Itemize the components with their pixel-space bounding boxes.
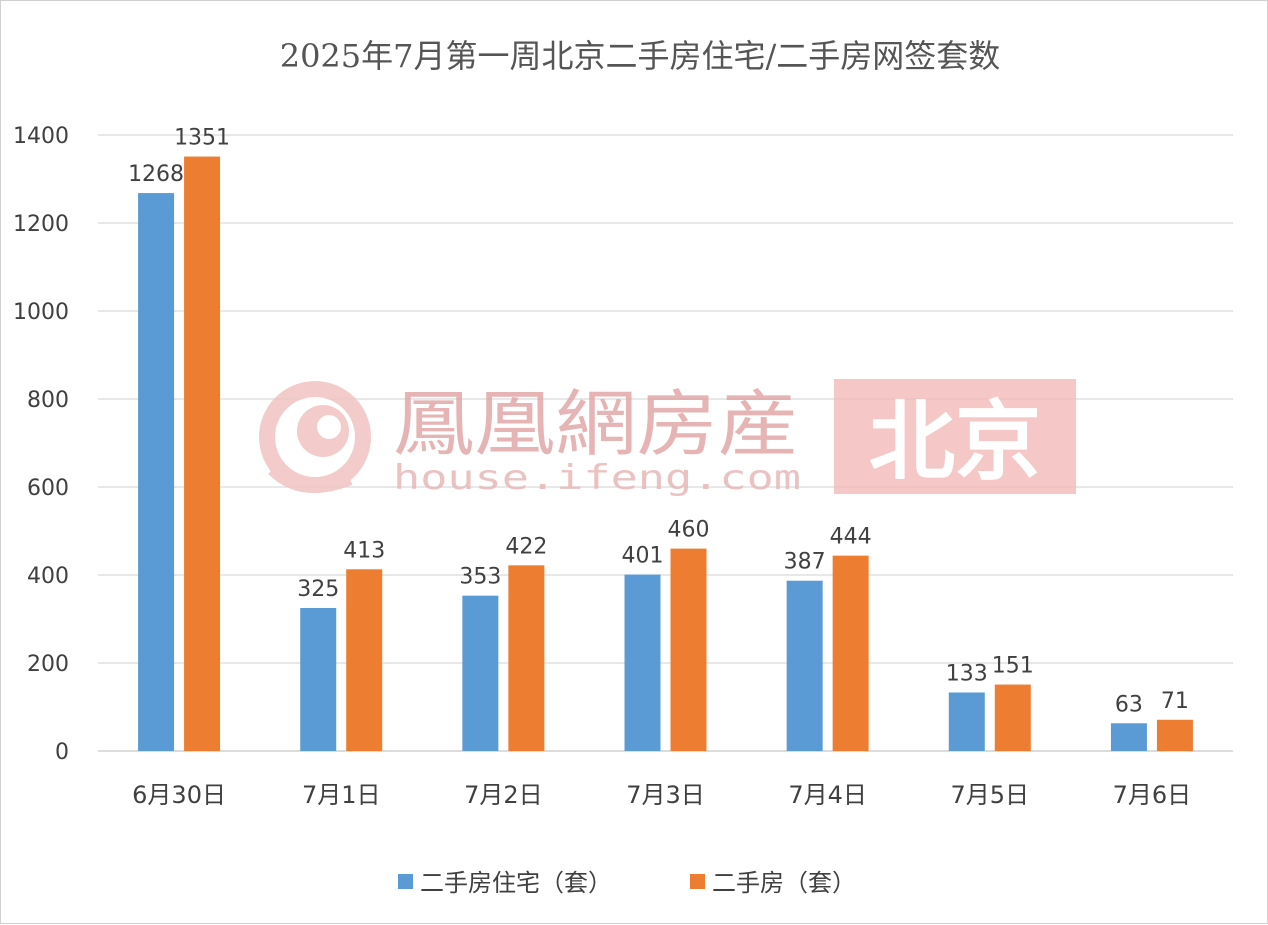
data-label: 133 bbox=[946, 661, 988, 686]
bar-residential bbox=[300, 608, 337, 751]
bar-residential bbox=[1110, 723, 1147, 751]
y-tick-label: 400 bbox=[27, 564, 69, 589]
legend-swatch bbox=[690, 874, 705, 889]
bar-total bbox=[1156, 719, 1193, 751]
watermark-logo-icon bbox=[259, 381, 371, 493]
data-label: 63 bbox=[1115, 692, 1143, 717]
y-tick-label: 1400 bbox=[13, 124, 69, 149]
watermark-city-badge bbox=[834, 379, 1076, 494]
x-category-label: 7月3日 bbox=[626, 781, 705, 809]
data-label: 444 bbox=[830, 525, 872, 550]
watermark: 鳳凰網房産 house.ifeng.com 北京 bbox=[259, 379, 1076, 498]
chart-title: 2025年7月第一周北京二手房住宅/二手房网签套数 bbox=[280, 37, 1001, 75]
x-category-label: 7月4日 bbox=[788, 781, 867, 809]
x-category-label: 7月2日 bbox=[464, 781, 543, 809]
data-label: 422 bbox=[505, 534, 547, 559]
y-tick-label: 600 bbox=[27, 476, 69, 501]
x-category-label: 6月30日 bbox=[132, 781, 226, 809]
bar-total bbox=[670, 548, 707, 751]
legend-swatch bbox=[398, 874, 413, 889]
x-axis-categories: 6月30日 7月1日 7月2日 7月3日 7月4日 7月5日 7月6日 bbox=[132, 781, 1191, 809]
bar-total bbox=[832, 555, 869, 751]
bar-residential bbox=[624, 574, 661, 751]
bar-residential bbox=[138, 193, 175, 751]
watermark-logo-text: 鳳凰網房産 bbox=[393, 382, 799, 466]
watermark-url: house.ifeng.com bbox=[393, 458, 801, 498]
bar-total bbox=[508, 565, 545, 751]
data-label: 413 bbox=[343, 538, 385, 563]
data-label: 353 bbox=[459, 565, 501, 590]
y-axis-ticks: 0 200 400 600 800 1000 1200 1400 bbox=[13, 124, 69, 765]
bar-total bbox=[994, 684, 1031, 751]
legend-label: 二手房住宅（套） bbox=[420, 869, 612, 897]
bars bbox=[138, 156, 1193, 751]
x-category-label: 7月1日 bbox=[302, 781, 381, 809]
y-tick-label: 0 bbox=[55, 740, 69, 765]
bar-residential bbox=[948, 692, 985, 751]
y-tick-label: 1200 bbox=[13, 212, 69, 237]
x-category-label: 7月6日 bbox=[1113, 781, 1192, 809]
x-category-label: 7月5日 bbox=[951, 781, 1030, 809]
data-label: 1268 bbox=[128, 162, 184, 187]
y-tick-label: 1000 bbox=[13, 300, 69, 325]
data-label: 151 bbox=[992, 654, 1034, 679]
data-label: 401 bbox=[622, 544, 664, 569]
bar-residential bbox=[786, 580, 823, 751]
legend-label: 二手房（套） bbox=[712, 869, 856, 897]
watermark-city: 北京 bbox=[869, 392, 1041, 492]
legend: 二手房住宅（套） 二手房（套） bbox=[398, 869, 856, 897]
data-label: 1351 bbox=[174, 126, 230, 151]
data-label: 460 bbox=[668, 518, 710, 543]
data-label: 71 bbox=[1161, 689, 1189, 714]
y-tick-label: 200 bbox=[27, 652, 69, 677]
bar-total bbox=[184, 156, 221, 751]
data-label: 325 bbox=[297, 577, 339, 602]
data-label: 387 bbox=[784, 550, 826, 575]
bar-residential bbox=[462, 595, 499, 751]
y-tick-label: 800 bbox=[27, 388, 69, 413]
bar-total bbox=[346, 569, 383, 751]
